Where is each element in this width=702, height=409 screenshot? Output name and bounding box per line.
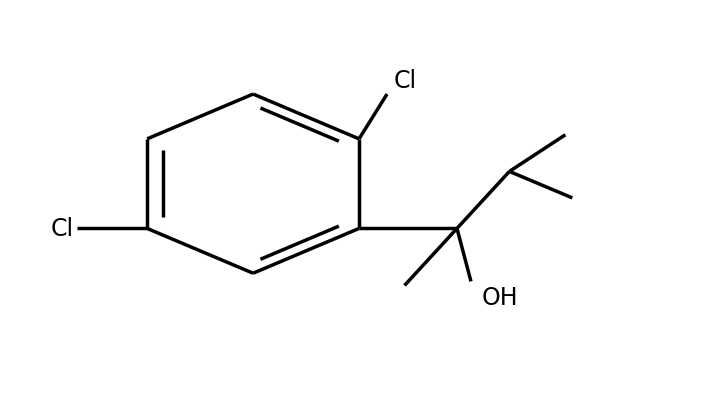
Text: Cl: Cl [394, 69, 417, 93]
Text: OH: OH [482, 286, 518, 310]
Text: Cl: Cl [51, 217, 74, 241]
